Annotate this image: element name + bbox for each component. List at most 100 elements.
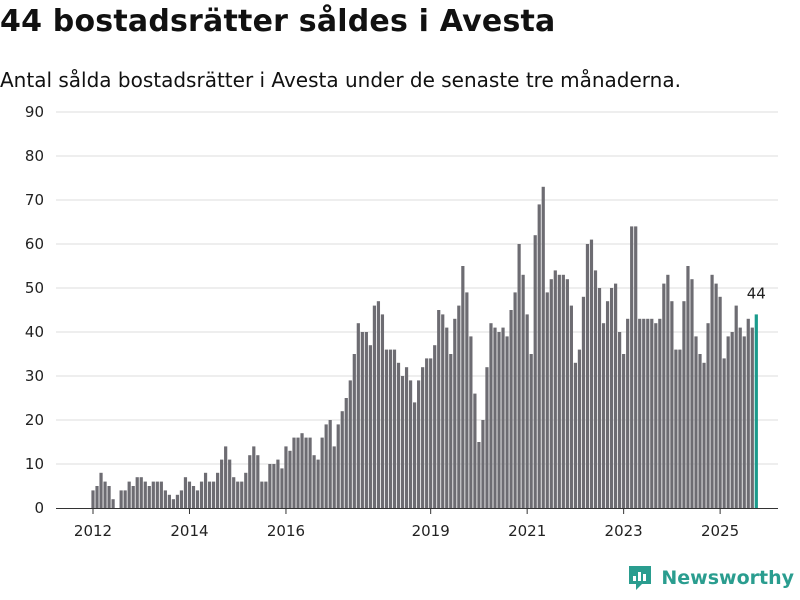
bar — [328, 420, 332, 508]
bar — [618, 332, 622, 508]
bar — [336, 424, 340, 508]
bar — [232, 477, 236, 508]
bar — [433, 345, 437, 508]
bar — [212, 481, 216, 508]
bar — [228, 459, 232, 508]
bar — [356, 323, 360, 508]
bar — [622, 354, 626, 508]
bar — [593, 270, 598, 508]
bar — [501, 327, 505, 508]
bar — [207, 481, 212, 508]
bar — [95, 486, 99, 508]
bar — [650, 318, 654, 508]
bar — [529, 354, 533, 508]
bar — [477, 442, 481, 508]
bar — [698, 354, 702, 508]
bar — [99, 472, 103, 508]
bar — [276, 459, 280, 508]
bar — [384, 349, 389, 508]
bar — [638, 318, 642, 508]
bar — [167, 494, 171, 508]
y-tick-label: 10 — [25, 455, 44, 473]
bar — [368, 345, 372, 508]
bar — [561, 274, 565, 508]
x-tick-label: 2019 — [412, 522, 450, 540]
bar — [388, 349, 393, 508]
bar — [714, 283, 718, 508]
bar — [609, 288, 614, 508]
bar — [569, 305, 573, 508]
bar — [127, 481, 131, 508]
bar — [441, 314, 445, 508]
bar — [425, 358, 429, 508]
bar — [553, 270, 557, 508]
newsworthy-logo-icon — [629, 566, 652, 590]
brand-name: Newsworthy — [661, 567, 794, 589]
bar — [163, 490, 167, 508]
bar — [453, 318, 457, 508]
bar — [344, 398, 348, 508]
y-tick-label: 80 — [25, 147, 44, 165]
bar — [429, 358, 433, 508]
bar — [107, 486, 111, 508]
bar — [139, 477, 143, 508]
bar — [300, 433, 304, 508]
bar — [658, 318, 662, 508]
bar — [179, 490, 184, 508]
bar — [541, 186, 545, 509]
chart-subtitle: Antal sålda bostadsrätter i Avesta under… — [0, 68, 681, 92]
bar — [272, 464, 276, 508]
x-tick-label: 2014 — [170, 522, 208, 540]
bar — [400, 376, 405, 508]
bar — [662, 283, 666, 508]
bar — [589, 239, 594, 508]
y-tick-label: 50 — [25, 279, 44, 297]
bar — [175, 494, 180, 508]
bar — [408, 380, 413, 508]
bar — [746, 318, 750, 508]
bar — [573, 362, 577, 508]
bar — [199, 481, 204, 508]
bar — [123, 490, 127, 508]
bar — [614, 283, 618, 508]
bar — [718, 296, 722, 508]
bar — [581, 296, 586, 508]
bar — [509, 310, 513, 508]
bar — [244, 472, 248, 508]
highlight-data-label: 44 — [747, 284, 766, 302]
bar — [236, 481, 240, 508]
bar — [187, 481, 192, 508]
bar — [352, 354, 356, 508]
bar — [585, 244, 590, 508]
bar — [135, 477, 139, 508]
x-tick-label: 2012 — [74, 522, 112, 540]
bar — [702, 362, 706, 508]
y-tick-label: 60 — [25, 235, 44, 253]
x-tick-label: 2021 — [508, 522, 546, 540]
bar — [577, 349, 582, 508]
bar — [445, 327, 449, 508]
bar — [256, 455, 260, 508]
bar — [497, 332, 501, 508]
bar — [91, 490, 95, 508]
bar — [360, 332, 364, 508]
bar — [292, 437, 296, 508]
y-tick-label: 20 — [25, 411, 44, 429]
bar — [694, 336, 698, 508]
bar — [533, 235, 537, 508]
bar — [264, 481, 268, 508]
bar — [159, 481, 163, 508]
y-tick-label: 30 — [25, 367, 44, 385]
bar — [421, 367, 425, 508]
bar — [183, 477, 188, 508]
y-tick-label: 70 — [25, 191, 44, 209]
bar — [690, 279, 694, 508]
bar — [103, 481, 107, 508]
bar — [626, 318, 630, 508]
bar — [376, 301, 381, 508]
bar — [216, 472, 220, 508]
bar — [674, 349, 678, 508]
bar — [686, 266, 690, 508]
bar — [340, 411, 344, 508]
bar — [380, 314, 385, 508]
